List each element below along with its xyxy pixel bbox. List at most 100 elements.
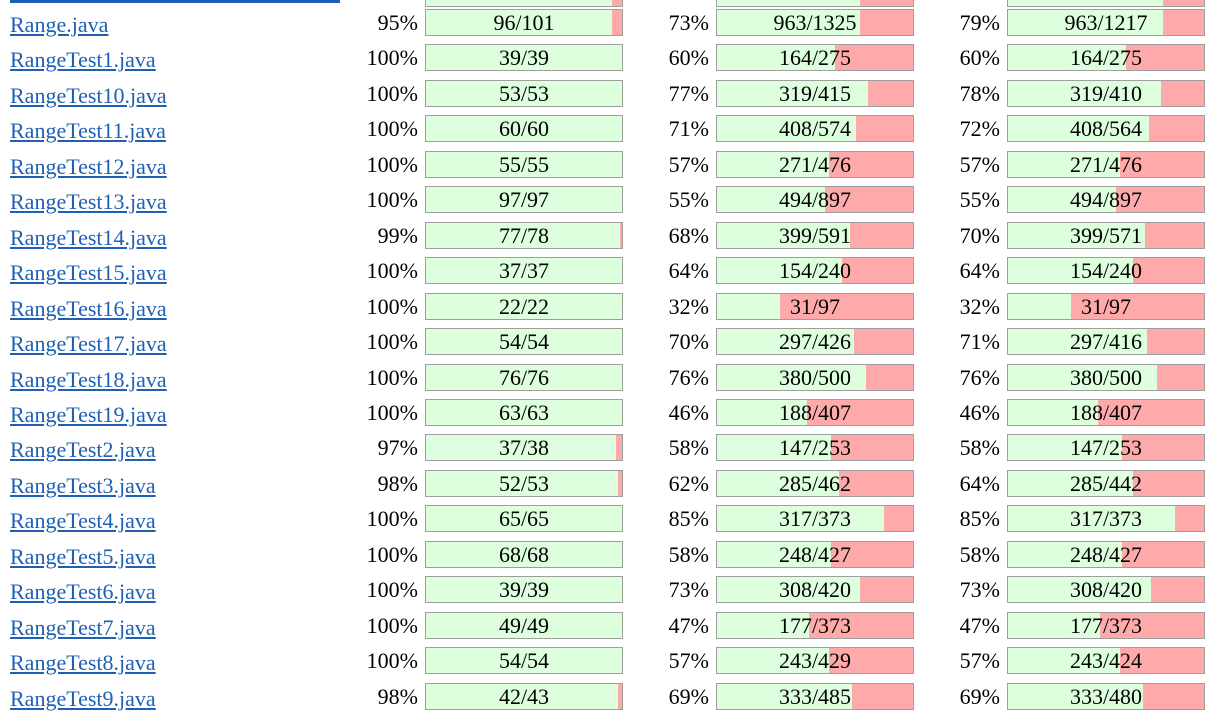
coverage-percent: 85% (959, 506, 1000, 532)
coverage-bar: 380/500 (1007, 363, 1205, 391)
file-link[interactable]: RangeTest10.java (10, 82, 167, 108)
coverage-bar: 147/253 (1007, 434, 1205, 462)
file-link[interactable]: RangeTest19.java (10, 401, 167, 427)
file-link[interactable]: RangeTest9.java (10, 685, 156, 711)
coverage-bar-fill (426, 187, 622, 213)
coverage-percent: 98% (377, 470, 418, 496)
coverage-bar-fill (717, 364, 866, 390)
file-link[interactable]: RangeTest13.java (10, 189, 167, 215)
coverage-percent: 100% (366, 293, 418, 319)
coverage-percent: 73% (668, 577, 709, 603)
coverage-bar-fill (1008, 80, 1161, 106)
coverage-ratio: 188/407 (778, 399, 852, 425)
file-link[interactable]: RangeTest15.java (10, 260, 167, 286)
file-link[interactable]: RangeTest14.java (10, 224, 167, 250)
coverage-ratio: 154/240 (1069, 258, 1143, 284)
coverage-bar: 53/53 (425, 79, 623, 107)
file-link[interactable]: RangeTest18.java (10, 366, 167, 392)
coverage-bar: 297/426 (716, 328, 914, 356)
coverage-bar-fill (1008, 470, 1134, 496)
table-row: RangeTest15.java 100% 37/37 64% 154/240 64% 15… (0, 254, 1219, 289)
coverage-bar: 31/97 (1007, 292, 1205, 320)
coverage-bar-fill (717, 222, 851, 248)
file-link[interactable]: RangeTest16.java (10, 295, 167, 321)
coverage-bar: 248/427 (1007, 540, 1205, 568)
coverage-bar: 54/54 (425, 328, 623, 356)
coverage-percent: 77% (668, 80, 709, 106)
coverage-ratio: 37/37 (498, 258, 550, 284)
coverage-bar-fill (426, 10, 613, 35)
coverage-bar-fill (426, 258, 622, 284)
coverage-percent: 57% (959, 151, 1000, 177)
coverage-bar: 333/485 (716, 682, 914, 710)
coverage-percent: 100% (366, 541, 418, 567)
coverage-bar-fill (1008, 435, 1122, 461)
coverage-bar: 188/407 (716, 398, 914, 426)
coverage-bar: 319/415 (716, 79, 914, 107)
file-link[interactable]: RangeTest4.java (10, 508, 156, 534)
coverage-bar: 65/65 (425, 505, 623, 533)
coverage-ratio: 399/571 (1069, 222, 1143, 248)
coverage-bar: 54/54 (425, 647, 623, 675)
file-link[interactable]: RangeTest5.java (10, 543, 156, 569)
coverage-percent: 100% (366, 364, 418, 390)
coverage-bar-fill (1008, 399, 1099, 425)
coverage-bar-fill (1008, 683, 1144, 709)
file-link[interactable]: RangeTest17.java (10, 331, 167, 357)
file-link[interactable]: RangeTest8.java (10, 650, 156, 676)
coverage-percent: 68% (668, 222, 709, 248)
coverage-bar-fill (717, 399, 808, 425)
coverage-percent: 100% (366, 506, 418, 532)
coverage-bar: 97/97 (425, 186, 623, 214)
coverage-bar-fill (426, 80, 622, 106)
coverage-percent: 32% (668, 293, 709, 319)
file-link[interactable]: RangeTest2.java (10, 437, 156, 463)
coverage-ratio: 177/373 (778, 612, 852, 638)
coverage-percent: 57% (668, 648, 709, 674)
coverage-bar: 37/38 (425, 434, 623, 462)
coverage-percent: 100% (366, 187, 418, 213)
coverage-bar: 31/97 (716, 292, 914, 320)
coverage-bar-fill (1008, 364, 1157, 390)
table-row: RangeTest3.java 98% 52/53 62% 285/462 64% 285/… (0, 467, 1219, 502)
coverage-bar-fill (426, 612, 622, 638)
coverage-bar: 399/591 (716, 221, 914, 249)
file-link[interactable]: RangeTest1.java (10, 47, 156, 73)
coverage-bar: 37/37 (425, 257, 623, 285)
coverage-bar: 177/373 (1007, 611, 1205, 639)
coverage-bar: 271/476 (1007, 150, 1205, 178)
coverage-ratio: 97/97 (498, 187, 550, 213)
table-row: RangeTest14.java 99% 77/78 68% 399/591 70% 399… (0, 219, 1219, 254)
file-link[interactable]: RangeTest11.java (10, 118, 166, 144)
coverage-bar: 39/39 (425, 44, 623, 72)
coverage-ratio: 271/476 (778, 151, 852, 177)
coverage-percent: 100% (366, 151, 418, 177)
coverage-percent: 58% (959, 541, 1000, 567)
file-link[interactable]: RangeTest12.java (10, 153, 167, 179)
coverage-ratio: 154/240 (778, 258, 852, 284)
coverage-bar-fill (717, 435, 831, 461)
coverage-ratio: 317/373 (778, 506, 852, 532)
file-link[interactable]: RangeTest6.java (10, 579, 156, 605)
coverage-percent: 100% (366, 648, 418, 674)
partial-bar (1007, 0, 1205, 7)
table-row: RangeTest17.java 100% 54/54 70% 297/426 71% 29… (0, 325, 1219, 360)
file-link[interactable]: Range.java (10, 12, 109, 37)
coverage-ratio: 319/410 (1069, 80, 1143, 106)
coverage-bar: 399/571 (1007, 221, 1205, 249)
coverage-bar-fill (1008, 541, 1122, 567)
coverage-percent: 47% (959, 612, 1000, 638)
table-row: RangeTest4.java 100% 65/65 85% 317/373 85% 317… (0, 502, 1219, 537)
coverage-ratio: 37/38 (498, 435, 550, 461)
coverage-percent: 78% (959, 80, 1000, 106)
coverage-bar-fill (426, 329, 622, 355)
coverage-bar-fill (426, 364, 622, 390)
coverage-percent: 100% (366, 612, 418, 638)
file-link[interactable]: RangeTest7.java (10, 614, 156, 640)
coverage-bar: 319/410 (1007, 79, 1205, 107)
coverage-percent: 55% (959, 187, 1000, 213)
table-row: RangeTest9.java 98% 42/43 69% 333/485 69% 333/… (0, 680, 1219, 715)
file-link[interactable]: RangeTest3.java (10, 472, 156, 498)
partial-previous-row (0, 0, 1219, 10)
coverage-bar-fill (717, 329, 855, 355)
